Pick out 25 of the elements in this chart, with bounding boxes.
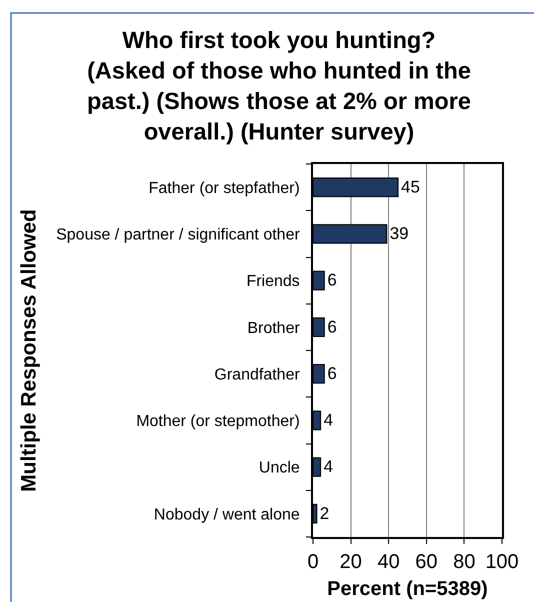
data-label: 39: [390, 224, 409, 244]
x-tick-label: 100: [485, 551, 519, 573]
data-label: 6: [327, 364, 337, 383]
x-tick-label: 80: [453, 551, 476, 573]
data-label: 4: [324, 457, 333, 476]
y-tick-label: Nobody / went alone: [154, 506, 300, 524]
x-tick-label: 40: [377, 551, 400, 573]
x-tick-label: 0: [307, 551, 319, 573]
chart-title: Who first took you hunting? (Asked of those who hunted in the past.) (Shows those at 2% or more overall.) (Hunter survey): [87, 27, 471, 145]
y-tick-label: Grandfather: [214, 366, 300, 384]
x-axis-title: Percent (n=5389): [327, 578, 488, 600]
y-tick-label: Uncle: [258, 460, 300, 477]
data-label: 4: [324, 410, 333, 430]
y-tick-label: Spouse / partner / significant other: [56, 226, 300, 244]
y-tick-label: Father (or stepfather): [148, 180, 300, 197]
x-tick-label: 60: [415, 551, 438, 573]
x-tick-label: 20: [340, 551, 362, 573]
y-tick-label: Friends: [246, 273, 300, 290]
data-label: 45: [401, 177, 420, 196]
y-axis-title: Multiple Responses Allowed: [18, 209, 41, 492]
data-label: 6: [327, 317, 337, 336]
y-tick-label: Mother (or stepmother): [136, 413, 300, 430]
data-label: 2: [320, 504, 330, 523]
data-label: 6: [327, 270, 337, 290]
y-tick-label: Brother: [247, 320, 300, 337]
